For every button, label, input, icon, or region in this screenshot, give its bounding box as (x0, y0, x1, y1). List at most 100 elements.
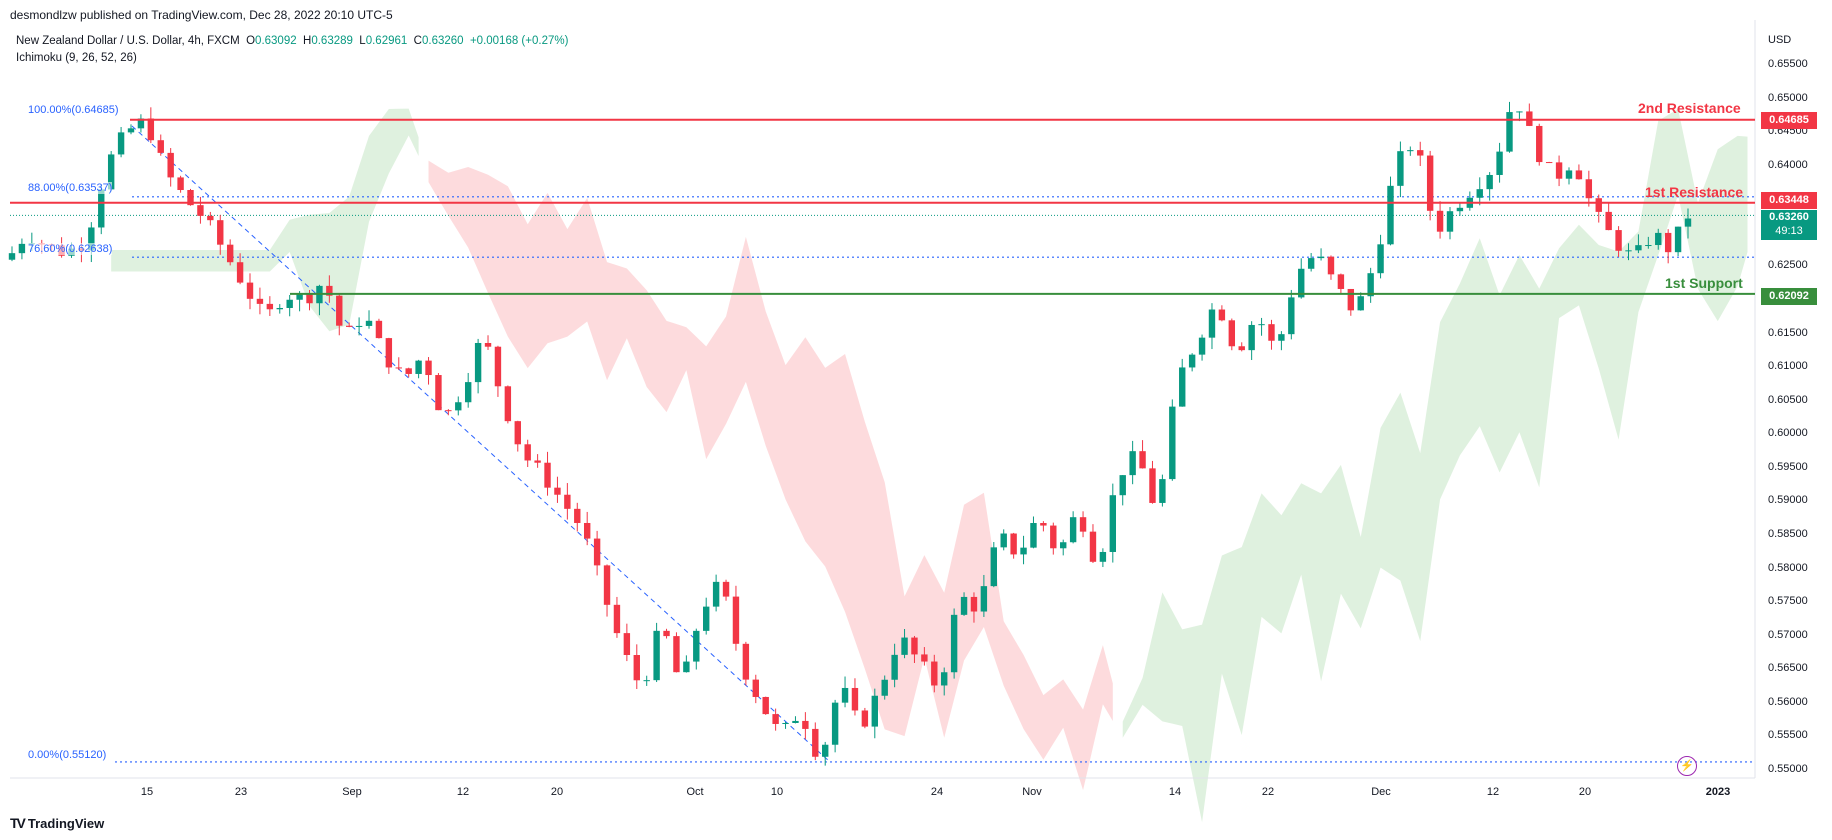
candle-body (1169, 406, 1176, 480)
price-tick-label: 0.60000 (1768, 427, 1808, 440)
price-tick-label: 0.57500 (1768, 595, 1808, 608)
candle-body (1377, 244, 1384, 274)
candle-body (117, 132, 125, 155)
candle-body (1615, 230, 1622, 251)
first-support-label: 1st Support (1665, 275, 1743, 291)
candle-body (1238, 346, 1245, 351)
candle-body (1149, 468, 1156, 503)
candle-body (1288, 297, 1295, 335)
candle-body (970, 596, 978, 612)
candle-body (1298, 268, 1305, 298)
candle-body (583, 522, 591, 539)
tradingview-logo[interactable]: TV TradingView (10, 815, 104, 831)
candle-body (1139, 451, 1146, 469)
candle-body (1188, 354, 1196, 368)
current-price: 0.63260 (1769, 211, 1809, 223)
candle-body (831, 702, 839, 745)
candle-body (474, 342, 482, 383)
candle-body (98, 189, 105, 228)
candle-body (405, 368, 412, 374)
candle-body (1208, 309, 1216, 338)
candle-body (603, 565, 611, 605)
candle-body (217, 220, 224, 245)
candle-body (1268, 324, 1275, 341)
symbol-name: New Zealand Dollar / U.S. Dollar, 4h, FX… (16, 35, 240, 47)
time-tick-label: Sep (342, 786, 362, 798)
candle-body (1407, 150, 1414, 152)
candle-body (365, 320, 373, 326)
candle-body (643, 680, 650, 682)
candle-body (256, 298, 264, 304)
price-tag-second-resistance: 0.64685 (1761, 112, 1817, 129)
candle-body (345, 325, 353, 327)
candle-body (1456, 207, 1464, 212)
ohlc-close: 0.63260 (421, 35, 464, 47)
candle-body (1179, 367, 1186, 407)
candle-body (1099, 551, 1107, 562)
time-tick-label: 20 (1578, 786, 1592, 798)
candle-body (871, 695, 878, 727)
candle-body (1228, 320, 1236, 347)
candle-body (544, 462, 551, 488)
price-tick-label: 0.59000 (1768, 494, 1808, 507)
candle-body (1079, 517, 1087, 532)
candle-body (147, 118, 155, 141)
fib-label-88: 88.00%(0.63537) (28, 182, 113, 194)
candle-body (1684, 218, 1692, 227)
ohlc-change: +0.00168 (+0.27%) (469, 35, 569, 47)
candle-body (306, 294, 313, 304)
candle-body (1635, 245, 1642, 251)
time-tick-label: 10 (770, 786, 784, 798)
cloud-segment (428, 160, 1113, 791)
candle-body (1307, 258, 1315, 269)
candle-body (861, 710, 869, 727)
time-tick-label: Oct (686, 786, 704, 798)
candle-body (1575, 170, 1583, 180)
candle-body (484, 342, 492, 347)
candle-body (236, 262, 244, 283)
flash-icon[interactable]: ⚡ (1677, 756, 1697, 776)
price-tick-label: 0.55500 (1768, 729, 1808, 742)
ohlc-open: 0.63092 (255, 35, 297, 47)
candle-body (822, 744, 829, 757)
ohlc-low: 0.62961 (365, 35, 408, 47)
candle-body (1625, 250, 1632, 252)
price-tick-label: 0.59500 (1768, 460, 1808, 473)
candle-body (1000, 533, 1007, 548)
candle-body (296, 294, 303, 300)
candle-body (653, 630, 660, 681)
price-tick-label: 0.60500 (1768, 393, 1808, 406)
candle-body (1446, 211, 1454, 232)
candle-body (8, 253, 16, 260)
candle-body (792, 720, 799, 723)
candle-body (554, 487, 561, 495)
plot-frame (10, 20, 1756, 779)
time-tick-label: Dec (1371, 786, 1391, 798)
candle-body (921, 654, 928, 662)
candle-body (445, 410, 452, 412)
candle-body (326, 285, 333, 296)
price-tag-first-support: 0.62092 (1761, 288, 1817, 305)
candle-body (385, 338, 393, 368)
candle-body (504, 386, 512, 422)
time-tick-label: 12 (1486, 786, 1500, 798)
candle-body (772, 714, 779, 724)
candle-body (1664, 232, 1672, 253)
time-tick-label: 14 (1168, 786, 1182, 798)
candle-body (673, 636, 680, 673)
first-resistance-label: 1st Resistance (1645, 184, 1744, 200)
candle-body (137, 118, 145, 129)
second-resistance-label: 2nd Resistance (1638, 100, 1741, 116)
brand-name: TradingView (27, 815, 105, 831)
candle-body (1198, 337, 1206, 355)
ohlc-high: 0.63289 (311, 35, 353, 47)
candle-body (226, 244, 234, 263)
candle-body (1040, 523, 1047, 526)
candle-body (524, 444, 531, 461)
candle-body (1674, 226, 1682, 253)
candle-body (812, 728, 819, 757)
fib-label-766: 76.60%(0.62638) (28, 243, 113, 255)
indicator-label[interactable]: Ichimoku (9, 26, 52, 26) (16, 52, 137, 64)
candle-body (722, 581, 730, 597)
